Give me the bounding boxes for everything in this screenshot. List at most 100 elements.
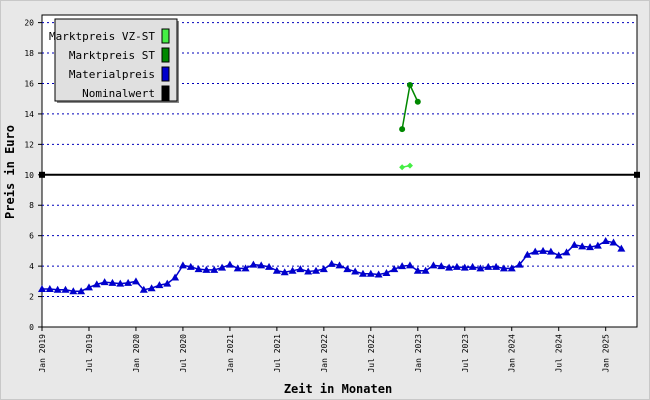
data-point xyxy=(593,241,602,249)
data-point xyxy=(272,266,281,274)
data-point xyxy=(601,237,610,245)
data-point xyxy=(304,267,313,275)
data-point xyxy=(155,281,164,289)
y-tick-label: 20 xyxy=(24,19,34,28)
data-point xyxy=(39,171,45,178)
data-point xyxy=(562,248,571,256)
data-point xyxy=(515,260,524,268)
data-point xyxy=(492,262,501,270)
x-tick-label: Jan 2023 xyxy=(414,334,423,373)
data-point xyxy=(45,284,54,292)
data-point xyxy=(484,262,493,270)
x-tick-label: Jan 2019 xyxy=(38,334,47,373)
data-point xyxy=(366,269,375,277)
x-tick-label: Jan 2020 xyxy=(132,334,141,373)
data-point xyxy=(445,263,454,271)
series-layer xyxy=(38,82,640,295)
data-point xyxy=(131,277,140,285)
data-point xyxy=(116,279,125,287)
data-point xyxy=(406,82,413,89)
data-point xyxy=(351,267,360,275)
data-point xyxy=(374,270,383,278)
data-point xyxy=(634,171,640,178)
data-point xyxy=(335,261,344,269)
legend: Marktpreis VZ-ST Marktpreis ST Materialpre… xyxy=(49,18,179,103)
data-point xyxy=(429,261,438,269)
data-point xyxy=(312,266,321,274)
y-axis-label: Preis in Euro xyxy=(3,125,17,219)
data-point xyxy=(194,265,203,273)
data-point xyxy=(280,268,289,276)
data-point xyxy=(69,287,78,295)
data-point xyxy=(319,265,328,273)
data-point xyxy=(171,273,180,281)
x-tick-label: Jul 2023 xyxy=(461,334,470,373)
data-point xyxy=(413,266,422,274)
y-tick-label: 18 xyxy=(24,49,34,58)
y-tick-label: 6 xyxy=(29,232,34,241)
y-tick-label: 8 xyxy=(29,201,34,210)
y-tick-label: 12 xyxy=(24,140,34,149)
y-tick-label: 10 xyxy=(24,171,34,180)
data-point xyxy=(586,243,595,251)
series-marktpreis-vz-st xyxy=(399,162,413,171)
legend-swatch xyxy=(161,28,170,44)
data-point xyxy=(178,261,187,269)
legend-label: Materialpreis xyxy=(69,68,155,81)
data-point xyxy=(225,260,234,268)
data-point xyxy=(343,265,352,273)
x-tick-label: Jul 2019 xyxy=(85,334,94,373)
data-point xyxy=(38,284,46,292)
x-tick-label: Jan 2024 xyxy=(508,334,517,373)
data-point xyxy=(77,287,86,295)
data-point xyxy=(210,265,219,273)
data-point xyxy=(421,266,430,274)
data-point xyxy=(147,284,156,292)
legend-label: Marktpreis ST xyxy=(69,49,155,62)
data-point xyxy=(460,263,469,271)
data-point xyxy=(124,278,133,286)
data-point xyxy=(399,164,406,171)
y-tick-label: 16 xyxy=(24,79,34,88)
data-point xyxy=(241,264,250,272)
x-axis-ticks: Jan 2019 Jul 2019 Jan 2020 Jul 2020 Jan 2021… xyxy=(38,327,611,373)
data-point xyxy=(406,162,413,169)
data-point xyxy=(218,263,227,271)
data-point xyxy=(531,247,540,255)
data-point xyxy=(398,262,407,270)
data-point xyxy=(61,285,70,293)
data-point xyxy=(546,247,555,255)
data-point xyxy=(233,264,242,272)
data-point xyxy=(382,268,391,276)
data-point xyxy=(296,265,305,273)
data-point xyxy=(249,260,258,268)
data-point xyxy=(163,279,172,287)
x-tick-label: Jul 2024 xyxy=(555,334,564,373)
data-point xyxy=(288,266,297,274)
y-tick-label: 0 xyxy=(29,323,34,332)
data-point xyxy=(53,285,62,293)
data-point xyxy=(476,264,485,272)
data-point xyxy=(327,259,336,267)
data-point xyxy=(202,265,211,273)
data-point xyxy=(414,98,421,105)
x-axis-label: Zeit in Monaten xyxy=(284,382,392,396)
data-point xyxy=(507,264,516,272)
legend-swatch xyxy=(161,47,170,63)
data-point xyxy=(468,262,477,270)
legend-label: Marktpreis VZ-ST xyxy=(49,30,155,43)
data-point xyxy=(578,242,587,250)
legend-label: Nominalwert xyxy=(82,87,155,100)
y-tick-label: 4 xyxy=(29,262,34,271)
data-point xyxy=(139,285,148,293)
data-point xyxy=(399,126,406,133)
x-tick-label: Jan 2025 xyxy=(602,334,611,373)
data-point xyxy=(539,246,548,254)
data-point xyxy=(108,278,117,286)
legend-swatch xyxy=(161,66,170,82)
data-point xyxy=(609,238,618,246)
data-point xyxy=(257,261,266,269)
data-point xyxy=(437,262,446,270)
data-point xyxy=(554,251,563,259)
